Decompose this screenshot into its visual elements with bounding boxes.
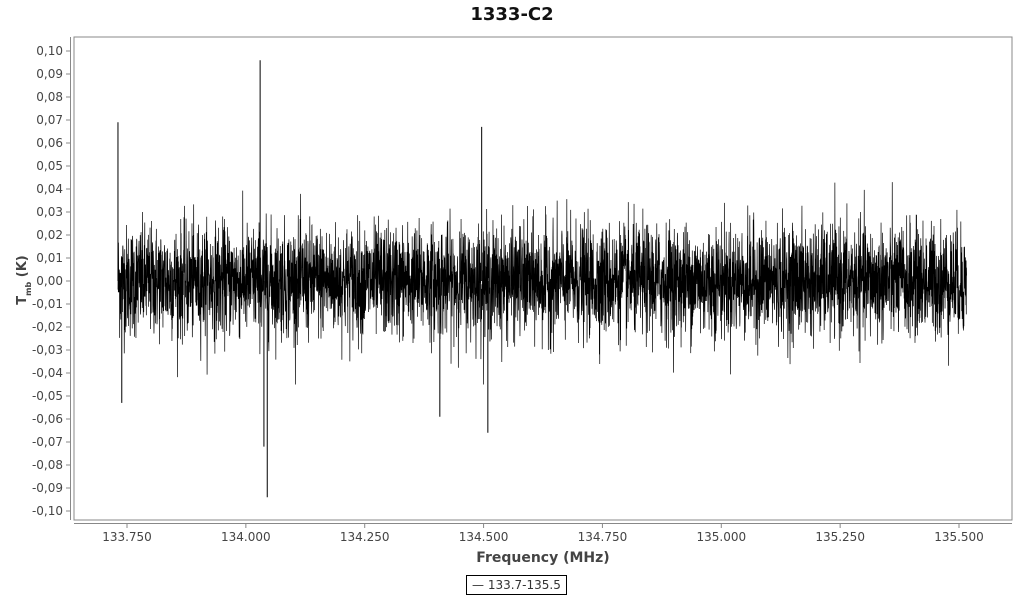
y-tick-label: 0,10 [36,44,63,58]
y-tick-label: 0,04 [36,182,63,196]
y-tick-label: 0,08 [36,90,63,104]
plot-frame [73,36,1013,521]
y-tick-label: 0,03 [36,205,63,219]
x-tick-label: 135.000 [696,530,746,544]
y-tick-label: -0,04 [32,366,63,380]
y-tick-label: -0,10 [32,504,63,518]
y-tick-label: 0,02 [36,228,63,242]
y-tick-label: -0,08 [32,458,63,472]
legend-line-icon: — [472,578,488,592]
y-tick-label: -0,06 [32,412,63,426]
legend: — 133.7-135.5 [466,575,567,595]
y-tick-label: 0,07 [36,113,63,127]
x-tick-label: 134.500 [459,530,509,544]
y-tick-label: -0,03 [32,343,63,357]
series-line [117,182,967,385]
y-tick-label: 0,06 [36,136,63,150]
x-tick-label: 133.750 [102,530,152,544]
legend-entry: 133.7-135.5 [487,578,561,592]
y-tick-label: 0,05 [36,159,63,173]
x-axis-label: Frequency (MHz) [476,550,609,566]
x-tick-label: 134.000 [221,530,271,544]
y-tick-label: 0,00 [36,274,63,288]
y-tick-label: -0,02 [32,320,63,334]
y-tick-label: 0,01 [36,251,63,265]
x-tick-label: 134.750 [578,530,628,544]
x-tick-label: 135.500 [934,530,984,544]
y-tick-label: 0,09 [36,67,63,81]
x-tick-label: 134.250 [340,530,390,544]
y-tick-label: -0,01 [32,297,63,311]
y-axis-label: Tmb (K) [15,255,33,304]
y-tick-label: -0,09 [32,481,63,495]
y-tick-label: -0,07 [32,435,63,449]
y-tick-label: -0,05 [32,389,63,403]
x-tick-label: 135.250 [815,530,865,544]
chart-title: 1333-C2 [470,4,554,25]
